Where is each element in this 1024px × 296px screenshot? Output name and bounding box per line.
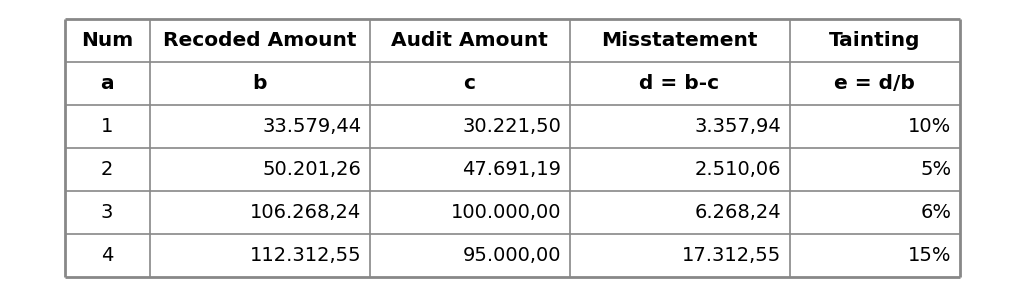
Text: 3: 3 bbox=[100, 203, 114, 222]
Text: 5%: 5% bbox=[921, 160, 951, 179]
Text: 4: 4 bbox=[100, 246, 114, 265]
Text: 33.579,44: 33.579,44 bbox=[262, 117, 361, 136]
Text: Num: Num bbox=[81, 31, 133, 50]
Text: 1: 1 bbox=[100, 117, 114, 136]
Text: c: c bbox=[464, 74, 475, 93]
Text: 2: 2 bbox=[100, 160, 114, 179]
Text: Misstatement: Misstatement bbox=[601, 31, 758, 50]
Text: Tainting: Tainting bbox=[828, 31, 921, 50]
Text: b: b bbox=[252, 74, 266, 93]
Text: 100.000,00: 100.000,00 bbox=[451, 203, 561, 222]
Text: 30.221,50: 30.221,50 bbox=[463, 117, 561, 136]
Text: 2.510,06: 2.510,06 bbox=[695, 160, 781, 179]
Text: 6%: 6% bbox=[921, 203, 951, 222]
Text: d = b-c: d = b-c bbox=[639, 74, 720, 93]
Text: 112.312,55: 112.312,55 bbox=[250, 246, 361, 265]
Text: 106.268,24: 106.268,24 bbox=[250, 203, 361, 222]
Text: 50.201,26: 50.201,26 bbox=[262, 160, 361, 179]
Text: e = d/b: e = d/b bbox=[835, 74, 914, 93]
Text: 6.268,24: 6.268,24 bbox=[695, 203, 781, 222]
Text: Recoded Amount: Recoded Amount bbox=[163, 31, 356, 50]
Text: a: a bbox=[100, 74, 114, 93]
Text: 95.000,00: 95.000,00 bbox=[463, 246, 561, 265]
Text: 15%: 15% bbox=[908, 246, 951, 265]
Text: 10%: 10% bbox=[908, 117, 951, 136]
Text: 17.312,55: 17.312,55 bbox=[682, 246, 781, 265]
Text: Audit Amount: Audit Amount bbox=[391, 31, 548, 50]
Text: 47.691,19: 47.691,19 bbox=[463, 160, 561, 179]
Text: 3.357,94: 3.357,94 bbox=[694, 117, 781, 136]
